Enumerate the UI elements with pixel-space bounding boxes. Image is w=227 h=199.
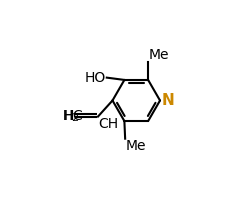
Text: H: H — [63, 109, 74, 123]
Text: CH: CH — [99, 117, 119, 131]
Text: C: C — [72, 109, 82, 123]
Text: H: H — [63, 109, 73, 123]
Text: HO: HO — [85, 71, 106, 85]
Text: Me: Me — [126, 139, 146, 153]
Text: 2: 2 — [71, 113, 78, 123]
Text: N: N — [161, 93, 174, 108]
Text: H: H — [63, 109, 73, 123]
Text: Me: Me — [149, 48, 169, 61]
